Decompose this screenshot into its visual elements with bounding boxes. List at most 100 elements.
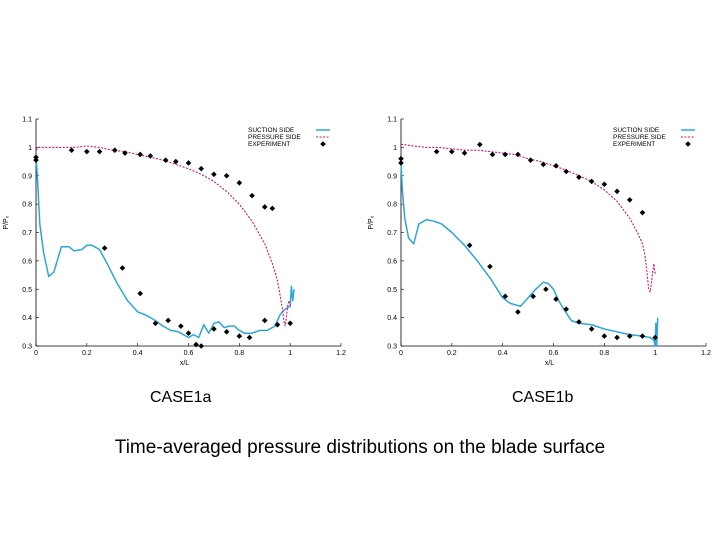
experiment-point — [576, 319, 582, 325]
experiment-point — [287, 320, 293, 327]
experiment-point — [119, 265, 126, 271]
x-tick-label: 0.8 — [234, 350, 244, 357]
experiment-point — [466, 242, 473, 249]
experiment-point — [502, 293, 509, 300]
y-tick-label: 0.6 — [22, 258, 32, 265]
legend-swatch-experiment — [320, 141, 326, 147]
experiment-point — [639, 209, 646, 216]
experiment-point — [122, 150, 128, 156]
experiment-point — [147, 153, 154, 159]
experiment-point — [563, 168, 570, 175]
legend-label: EXPERIMENT — [613, 141, 655, 148]
x-tick-label: 0.2 — [447, 350, 457, 357]
experiment-point — [502, 151, 509, 158]
experiment-point — [96, 148, 103, 155]
x-tick-label: 0.4 — [133, 350, 143, 357]
experiment-point — [576, 174, 582, 180]
experiment-point — [84, 148, 90, 155]
legend-label: SUCTION SIDE — [248, 127, 295, 134]
pressure-side-line — [35, 145, 291, 327]
x-tick-label: 0 — [34, 350, 38, 357]
pressure-side-line — [401, 143, 656, 293]
experiment-point — [185, 160, 192, 166]
x-tick-label: 1 — [653, 350, 657, 357]
legend-label: PRESSURE SIDE — [248, 134, 301, 141]
experiment-point — [261, 317, 268, 324]
y-tick-label: 0.9 — [22, 173, 32, 180]
experiment-point — [162, 157, 169, 163]
experiment-point — [543, 286, 549, 293]
x-tick-label: 0 — [399, 350, 403, 357]
experiment-point — [211, 326, 217, 332]
experiment-point — [398, 160, 404, 166]
experiment-point — [527, 157, 534, 163]
experiment-point — [185, 330, 192, 337]
chart-1: 0 0.2 0.4 0.6 0.8 1 1.2 0.3 0.4 0.5 0.6 0.7 0.8 0.9 1 1… — [3, 117, 346, 368]
experiment-point — [68, 147, 75, 154]
suction-side-line — [400, 161, 659, 347]
legend-label: PRESSURE SIDE — [613, 134, 666, 141]
experiment-point — [601, 181, 608, 188]
y-tick-label: 0.3 — [387, 344, 397, 351]
x-tick-label: 0.8 — [599, 350, 609, 357]
case-label-1b: CASE1b — [512, 389, 574, 406]
experiment-point — [274, 321, 281, 328]
experiment-point — [101, 245, 108, 251]
experiment-point — [553, 296, 559, 302]
figure-caption: Time-averaged pressure distributions on … — [114, 437, 606, 458]
y-tick-label: 1.1 — [22, 117, 32, 124]
y-tick-label: 0.5 — [22, 287, 32, 294]
experiment-point — [530, 293, 536, 300]
experiment-point — [269, 205, 276, 212]
experiment-point — [246, 334, 253, 341]
experiment-point — [461, 150, 468, 156]
experiment-point — [261, 204, 268, 210]
y-tick-label: 0.9 — [387, 173, 397, 180]
chart-2: 0 0.2 0.4 0.6 0.8 1 1.2 0.3 0.4 0.5 0.6 0.7 0.8 0.9 1 1… — [368, 117, 711, 368]
y-tick-label: 0.7 — [22, 230, 32, 237]
y-tick-label: 0.4 — [387, 315, 397, 322]
experiment-point — [601, 333, 608, 339]
experiment-point — [588, 178, 595, 185]
experiment-point — [33, 154, 39, 161]
experiment-point — [652, 334, 658, 341]
experiment-point — [639, 333, 646, 339]
experiment-point — [614, 188, 620, 195]
legend-label: SUCTION SIDE — [613, 127, 660, 134]
experiment-point — [178, 323, 184, 329]
y-tick-label: 0.6 — [387, 258, 397, 265]
experiment-point — [489, 151, 496, 158]
x-tick-label: 0.6 — [184, 350, 194, 357]
experiment-point — [165, 317, 171, 324]
experiment-point — [236, 180, 243, 186]
experiment-point — [553, 163, 559, 169]
y-axis-label: P/P₀ — [368, 215, 375, 229]
y-tick-label: 0.8 — [387, 202, 397, 209]
experiment-point — [198, 343, 205, 349]
experiment-point — [193, 341, 199, 348]
legend-swatch-experiment — [685, 141, 691, 147]
experiment-point — [515, 309, 521, 315]
experiment-point — [626, 197, 633, 203]
experiment-point — [540, 161, 547, 168]
experiment-point — [433, 148, 440, 155]
y-tick-label: 0.4 — [22, 315, 32, 322]
y-tick-label: 1 — [28, 145, 32, 152]
experiment-point — [249, 192, 255, 199]
x-tick-label: 1.2 — [336, 350, 346, 357]
y-axis-label: P/P₀ — [3, 215, 10, 229]
x-axis-label: x/L — [545, 360, 554, 367]
x-tick-label: 0.4 — [498, 350, 508, 357]
experiment-point — [137, 151, 144, 158]
experiment-point — [563, 306, 570, 312]
x-axis-label: x/L — [180, 360, 189, 367]
experiment-point — [626, 333, 633, 339]
experiment-point — [487, 263, 493, 270]
experiment-point — [172, 158, 179, 165]
x-tick-label: 1.2 — [701, 350, 711, 357]
x-tick-label: 0.6 — [549, 350, 559, 357]
x-tick-label: 1 — [288, 350, 292, 357]
y-tick-label: 0.7 — [387, 230, 397, 237]
y-tick-label: 1.1 — [387, 117, 397, 124]
